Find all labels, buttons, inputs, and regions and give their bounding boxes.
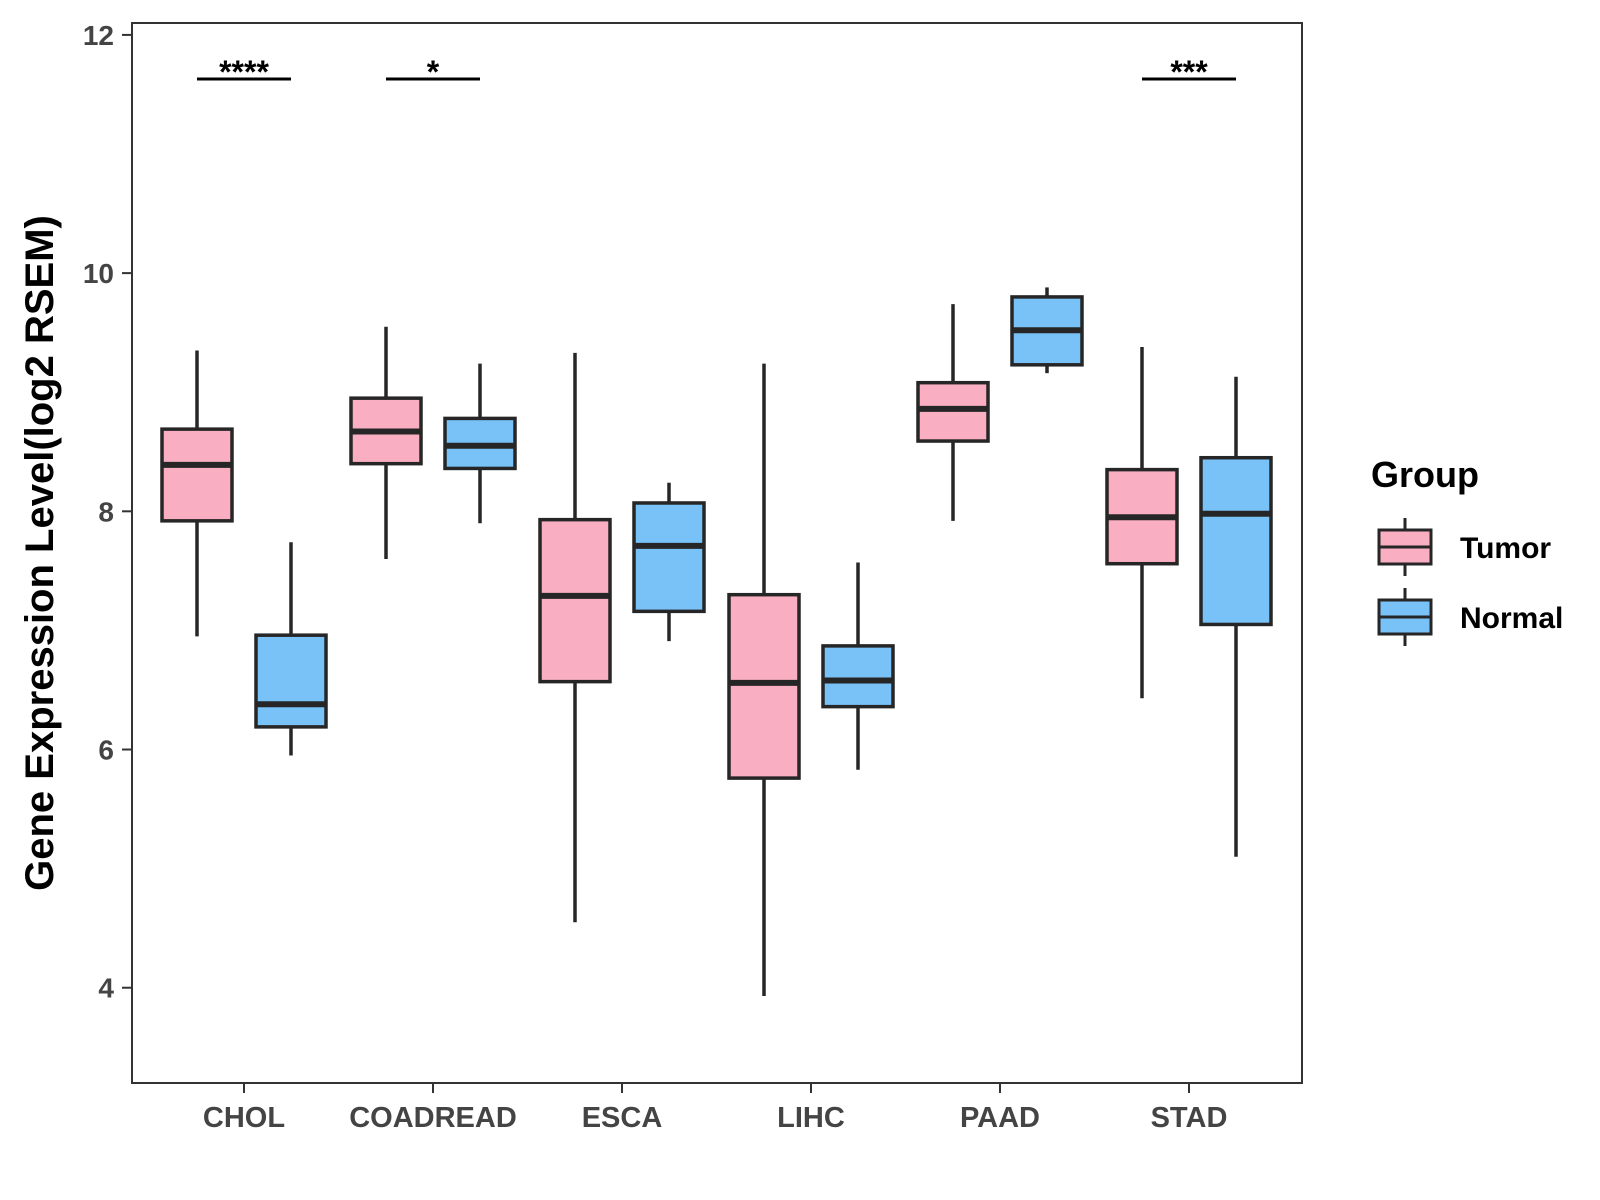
legend-label-normal: Normal — [1460, 602, 1563, 635]
box-normal-lihc — [821, 562, 895, 770]
legend-title: Group — [1371, 454, 1479, 495]
x-tick-label: STAD — [1151, 1102, 1228, 1134]
y-tick-label: 12 — [83, 20, 114, 51]
box-iqr — [1199, 455, 1273, 627]
box-iqr — [538, 517, 612, 684]
box-normal-paad — [1010, 287, 1084, 374]
box-group — [160, 287, 1273, 997]
box-normal-chol — [254, 542, 328, 756]
significance-label: *** — [1170, 54, 1208, 90]
box-tumor-lihc — [727, 363, 801, 997]
x-axis: CHOL COADREAD ESCA LIHC PAAD STAD — [203, 1083, 1227, 1134]
box-iqr — [160, 427, 234, 523]
box-iqr — [821, 644, 895, 709]
x-tick-label: PAAD — [960, 1102, 1040, 1134]
y-tick-label: 4 — [98, 973, 114, 1004]
box-iqr — [254, 633, 328, 729]
box-tumor-paad — [916, 304, 990, 521]
legend-item-tumor: Tumor — [1377, 518, 1551, 576]
box-normal-coadread — [443, 363, 517, 524]
box-normal-stad — [1199, 376, 1273, 857]
x-tick-label: COADREAD — [349, 1102, 517, 1134]
box-tumor-chol — [160, 350, 234, 637]
box-iqr — [727, 592, 801, 780]
x-tick-label: ESCA — [582, 1102, 663, 1134]
significance-annotations: **** * *** — [197, 54, 1236, 90]
x-tick-label: LIHC — [777, 1102, 845, 1134]
box-tumor-coadread — [349, 326, 423, 559]
legend-item-normal: Normal — [1377, 588, 1563, 646]
plot-panel-border — [131, 22, 1303, 1084]
box-tumor-esca — [538, 352, 612, 923]
box-normal-esca — [632, 482, 706, 642]
significance-label: **** — [219, 54, 269, 90]
legend: Group Tumor Normal — [1371, 454, 1563, 646]
y-tick-label: 8 — [98, 496, 114, 527]
y-axis-title: Gene Expression Level(log2 RSEM) — [18, 215, 62, 891]
box-iqr — [632, 501, 706, 614]
x-tick-label: CHOL — [203, 1102, 285, 1134]
legend-label-tumor: Tumor — [1460, 532, 1551, 565]
significance-label: * — [427, 54, 440, 90]
box-tumor-stad — [1105, 346, 1179, 699]
y-tick-label: 6 — [98, 735, 114, 766]
y-axis: 4 6 8 10 12 — [83, 20, 132, 1004]
y-tick-label: 10 — [83, 258, 114, 289]
